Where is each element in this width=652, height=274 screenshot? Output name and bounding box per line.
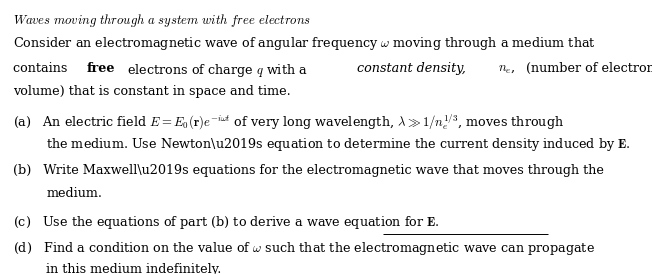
Text: volume) that is constant in space and time.: volume) that is constant in space and ti… bbox=[13, 85, 291, 98]
Text: $\mathit{Waves\ moving\ through\ a\ system\ with\ free\ electrons}$: $\mathit{Waves\ moving\ through\ a\ syst… bbox=[13, 12, 311, 29]
Text: in this medium indefinitely.: in this medium indefinitely. bbox=[46, 263, 222, 274]
Text: (number of electrons per unit: (number of electrons per unit bbox=[522, 62, 652, 75]
Text: free: free bbox=[87, 62, 115, 75]
Text: medium.: medium. bbox=[46, 187, 102, 200]
Text: (c)   Use the equations of part (b) to derive a wave equation for $\mathbf{E}$.: (c) Use the equations of part (b) to der… bbox=[13, 213, 439, 230]
Text: $n_e$,: $n_e$, bbox=[494, 62, 516, 75]
Text: constant density,: constant density, bbox=[357, 62, 466, 75]
Text: (a)   An electric field $E = E_0(\mathbf{r})e^{-i\omega t}$ of very long wavelen: (a) An electric field $E = E_0(\mathbf{r… bbox=[13, 113, 564, 132]
Text: electrons of charge $q$ with a: electrons of charge $q$ with a bbox=[123, 62, 308, 79]
Text: (d)   Find a condition on the value of $\omega$ such that the electromagnetic wa: (d) Find a condition on the value of $\o… bbox=[13, 240, 595, 257]
Text: the medium. Use Newton\u2019s equation to determine the current density induced : the medium. Use Newton\u2019s equation t… bbox=[46, 136, 631, 153]
Text: Consider an electromagnetic wave of angular frequency $\omega$ moving through a : Consider an electromagnetic wave of angu… bbox=[13, 35, 596, 52]
Text: (b)   Write Maxwell\u2019s equations for the electromagnetic wave that moves thr: (b) Write Maxwell\u2019s equations for t… bbox=[13, 164, 604, 177]
Text: contains: contains bbox=[13, 62, 71, 75]
